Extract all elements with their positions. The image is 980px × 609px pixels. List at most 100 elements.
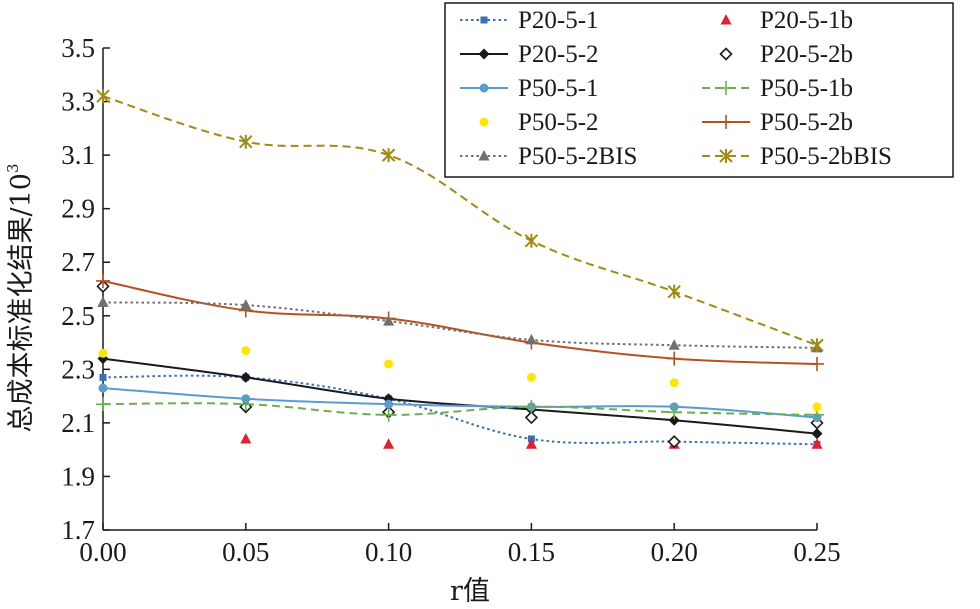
data-point	[812, 402, 822, 412]
legend-label: P20-5-2	[518, 41, 599, 68]
data-point	[98, 348, 108, 358]
series-line	[102, 301, 818, 349]
series-line	[102, 357, 818, 435]
legend-marker	[719, 47, 733, 61]
legend-label: P50-5-2b	[760, 109, 853, 136]
data-point	[96, 89, 110, 104]
series-line	[102, 387, 818, 419]
legend-item: P50-5-1	[460, 75, 599, 102]
series-layer	[96, 89, 824, 449]
data-point	[811, 428, 823, 440]
x-tick-label: 0.05	[222, 537, 269, 567]
data-point	[384, 399, 394, 409]
y-axis-ticks: 1.7 1.9 2.1 2.3 2.5 2.7 2.9 3.1 3.3 3.5	[61, 33, 110, 545]
data-point	[97, 296, 109, 307]
series-P50-5-2b	[96, 273, 824, 371]
data-point	[381, 407, 396, 422]
legend-marker	[478, 150, 490, 161]
series-P50-5-2	[98, 346, 822, 412]
series-P50-5-2bBIS	[96, 89, 824, 353]
y-tick-label: 2.1	[61, 408, 95, 438]
data-point	[667, 351, 682, 366]
legend-marker	[478, 48, 490, 60]
legend-label: P20-5-2b	[760, 41, 853, 68]
legend-marker	[719, 149, 733, 163]
data-point	[668, 414, 680, 426]
y-tick-label: 1.7	[61, 515, 95, 545]
x-tick-label: 0.10	[365, 537, 412, 567]
series-line	[102, 374, 818, 446]
data-point	[524, 233, 539, 248]
legend-box	[444, 2, 954, 178]
y-tick-label: 3.5	[61, 33, 95, 63]
legend-item: P50-5-2b	[702, 109, 853, 136]
y-axis-title: 总成本标准化结果/103	[4, 164, 37, 433]
legend-item: P50-5-2BIS	[460, 143, 637, 170]
legend-label: P50-5-2	[518, 109, 599, 136]
data-point	[525, 438, 537, 449]
data-point	[667, 435, 681, 449]
series-P20-5-2	[97, 353, 823, 440]
y-axis-title-main: 总成本标准化结果/10	[6, 173, 37, 432]
data-point	[238, 397, 253, 412]
data-point	[667, 405, 682, 420]
series-P50-5-2BIS	[97, 296, 823, 353]
y-tick-label: 1.9	[61, 461, 95, 491]
x-tick-label: 0.20	[651, 537, 698, 567]
data-point	[96, 273, 110, 288]
x-axis-title: r值	[450, 576, 490, 607]
data-point	[524, 399, 539, 414]
legend-item: P50-5-2	[479, 109, 599, 136]
data-point	[668, 339, 680, 350]
data-point	[241, 346, 251, 356]
legend-label: P50-5-2BIS	[518, 143, 637, 170]
legend-marker	[480, 16, 488, 24]
legend-item: P20-5-1	[460, 7, 599, 34]
y-tick-label: 3.1	[61, 140, 95, 170]
y-tick-label: 2.9	[61, 194, 95, 224]
series-P50-5-1	[98, 383, 822, 423]
y-tick-label: 2.3	[61, 354, 95, 384]
legend-marker	[719, 115, 733, 129]
series-line	[102, 402, 818, 416]
series-line	[102, 95, 818, 347]
legend-label: P50-5-1	[518, 75, 599, 102]
series-line	[102, 279, 818, 365]
legend-label: P50-5-2bBIS	[760, 143, 892, 170]
data-point	[811, 438, 823, 449]
y-axis-title-superscript: 3	[4, 164, 22, 174]
legend: P20-5-1 P20-5-1b P20-5-2 P20-5-2b P50-5-1 P50…	[444, 2, 954, 178]
x-tick-label: 0.15	[508, 537, 555, 567]
data-point	[667, 284, 681, 299]
series-P50-5-1b	[96, 397, 824, 422]
data-point	[99, 373, 107, 381]
data-point	[383, 315, 395, 326]
data-point	[239, 134, 253, 149]
legend-item: P50-5-1b	[702, 75, 853, 102]
y-tick-label: 2.5	[61, 301, 95, 331]
data-point	[98, 383, 108, 393]
data-point	[810, 356, 824, 371]
data-point	[240, 299, 252, 310]
data-point	[525, 333, 537, 345]
legend-label: P50-5-1b	[760, 75, 853, 102]
y-tick-label: 3.3	[61, 87, 95, 117]
legend-label: P20-5-1b	[760, 7, 853, 34]
x-tick-label: 0.25	[793, 537, 840, 567]
legend-marker	[719, 81, 733, 95]
data-point	[384, 359, 394, 369]
data-point	[383, 438, 395, 449]
data-point	[240, 371, 252, 383]
legend-marker	[720, 14, 732, 25]
data-point	[524, 410, 539, 425]
legend-marker	[479, 83, 489, 93]
legend-marker	[479, 117, 489, 127]
y-tick-label: 2.7	[61, 247, 95, 277]
x-axis-ticks: 0.00 0.05 0.10 0.15 0.20 0.25	[79, 523, 841, 567]
data-point	[526, 372, 536, 382]
data-point	[669, 378, 679, 388]
legend-item: P20-5-2b	[719, 41, 853, 68]
legend-item: P20-5-1b	[720, 7, 853, 34]
legend-item: P50-5-2bBIS	[702, 143, 892, 170]
